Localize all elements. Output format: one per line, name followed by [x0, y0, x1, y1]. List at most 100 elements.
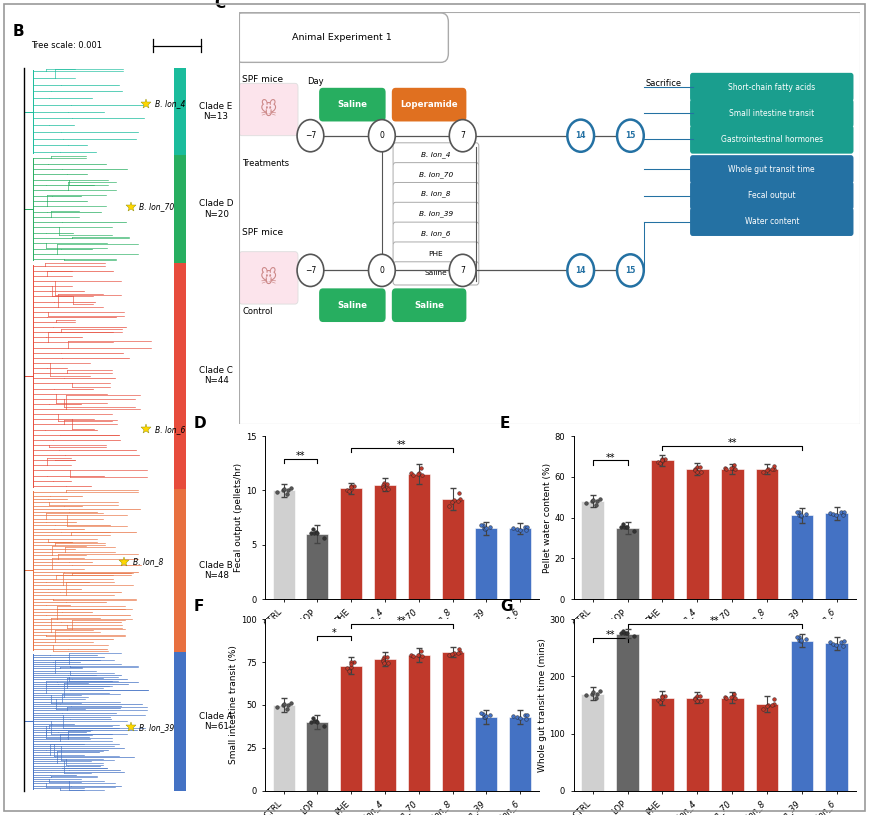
Text: B. lon_70: B. lon_70 [139, 202, 175, 211]
Circle shape [567, 120, 594, 152]
Text: SPF mice: SPF mice [242, 75, 283, 84]
Point [616, 518, 630, 531]
Point [518, 709, 532, 722]
Bar [441, 652, 463, 791]
Point [316, 532, 330, 545]
Bar [408, 655, 430, 791]
Bar [581, 694, 604, 791]
Point [281, 698, 295, 711]
Point [793, 509, 806, 522]
Point [507, 709, 521, 722]
Text: B. lon_39: B. lon_39 [139, 723, 175, 732]
Point [275, 698, 289, 711]
Circle shape [449, 120, 476, 152]
Point [793, 634, 806, 647]
Text: Gastrointestinal hormones: Gastrointestinal hormones [720, 135, 823, 144]
Y-axis label: Whole gut transit time (mins): Whole gut transit time (mins) [538, 638, 547, 772]
Point [589, 691, 603, 704]
Point [441, 649, 455, 662]
Point [792, 505, 806, 518]
Point [347, 480, 361, 493]
Circle shape [449, 254, 476, 287]
Point [342, 664, 356, 677]
Point [406, 649, 420, 662]
Bar [307, 534, 328, 599]
Point [766, 463, 779, 476]
Point [344, 656, 358, 669]
Point [415, 469, 429, 482]
Point [767, 693, 781, 706]
Point [826, 637, 840, 650]
Point [520, 708, 534, 721]
Point [280, 488, 294, 501]
Point [340, 661, 354, 674]
Text: Clade A
N=61: Clade A N=61 [199, 711, 233, 731]
FancyBboxPatch shape [319, 88, 386, 121]
Point [381, 482, 395, 496]
Point [316, 719, 330, 732]
Point [308, 714, 322, 727]
Y-axis label: Pellet water content (%): Pellet water content (%) [543, 462, 552, 573]
Point [727, 687, 741, 700]
Text: Short-chain fatty acids: Short-chain fatty acids [728, 82, 815, 91]
Point [275, 484, 289, 497]
Text: C: C [214, 0, 225, 11]
Point [834, 635, 848, 648]
Point [620, 627, 634, 640]
Bar [374, 485, 396, 599]
Text: G: G [501, 599, 513, 614]
Bar [651, 698, 673, 791]
Point [728, 463, 742, 476]
Y-axis label: Fecal output (pellets/hr): Fecal output (pellets/hr) [235, 463, 243, 572]
Text: Saline: Saline [425, 271, 448, 276]
Point [726, 690, 740, 703]
Text: 🐭: 🐭 [260, 269, 277, 287]
Point [414, 644, 428, 657]
Bar [686, 469, 708, 599]
Point [447, 494, 461, 507]
Point [614, 521, 628, 534]
FancyBboxPatch shape [392, 289, 467, 322]
Bar [475, 528, 497, 599]
Point [507, 521, 521, 534]
Point [761, 698, 775, 711]
Point [377, 656, 391, 669]
Bar [616, 528, 639, 599]
Point [477, 522, 491, 535]
Point [452, 486, 466, 499]
Point [479, 710, 493, 723]
Text: B. lon_6: B. lon_6 [155, 425, 185, 434]
Point [826, 508, 840, 521]
Point [520, 520, 534, 533]
Text: Fecal output: Fecal output [748, 191, 796, 200]
Point [585, 687, 599, 700]
Point [617, 627, 631, 640]
Point [836, 509, 850, 522]
Point [690, 465, 704, 478]
FancyBboxPatch shape [393, 183, 479, 205]
FancyBboxPatch shape [393, 262, 479, 285]
Point [451, 646, 465, 659]
Text: 14: 14 [575, 131, 586, 140]
Text: **: ** [397, 616, 407, 626]
Point [306, 711, 320, 725]
Point [756, 465, 770, 478]
Point [760, 700, 773, 713]
FancyBboxPatch shape [239, 83, 298, 135]
Text: 0: 0 [380, 266, 384, 275]
Point [478, 522, 492, 535]
Bar [721, 469, 744, 599]
Point [653, 457, 667, 470]
Point [830, 509, 844, 522]
Text: 7: 7 [461, 131, 465, 140]
Bar [374, 659, 396, 791]
Text: 0: 0 [380, 131, 384, 140]
Point [727, 459, 741, 472]
Point [794, 633, 808, 646]
Circle shape [297, 254, 324, 287]
FancyBboxPatch shape [239, 252, 298, 304]
Y-axis label: Small intestine transit (%): Small intestine transit (%) [229, 645, 238, 764]
Bar [756, 704, 779, 791]
Point [308, 526, 322, 539]
Point [627, 525, 640, 538]
